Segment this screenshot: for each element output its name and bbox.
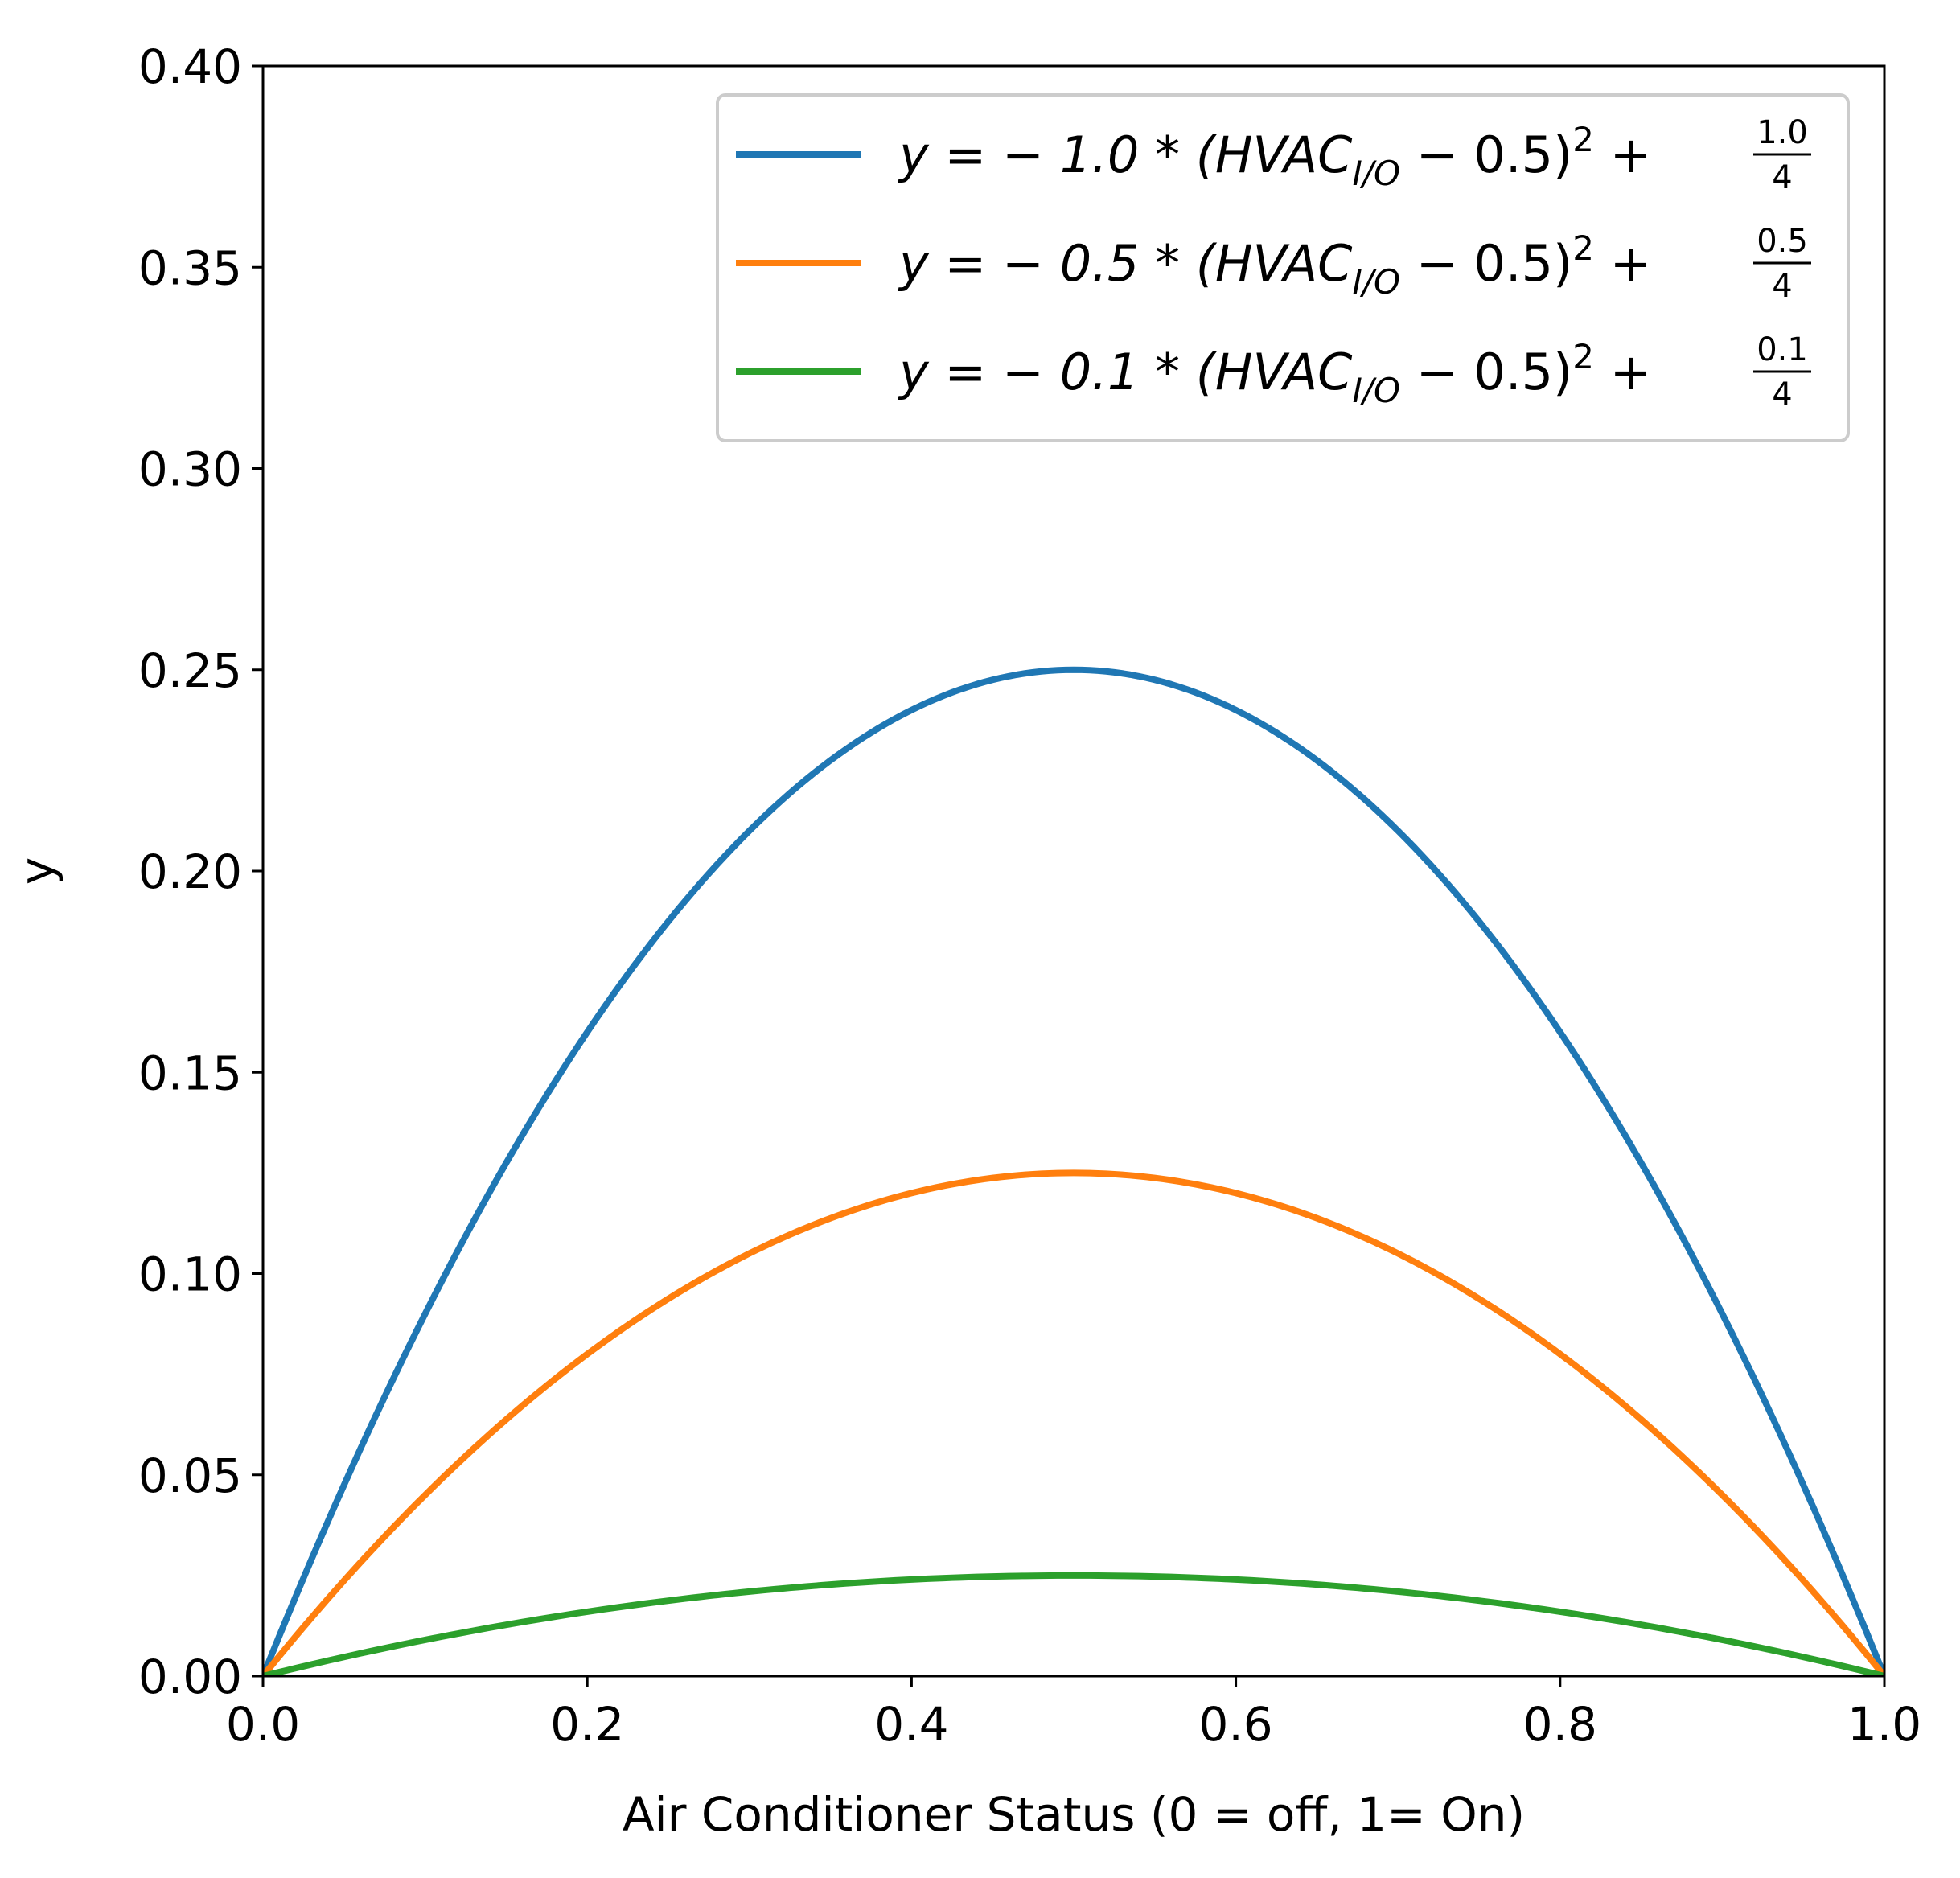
legend: y = − 1.0 * (HVACI/O − 0.5)2 +1.04y = − … bbox=[716, 93, 1850, 442]
x-tick-label: 0.4 bbox=[874, 1697, 948, 1752]
axes: 0.0 0.2 0.4 0.6 0.8 1.0 0.00 0.05 0.10 0.15 0.20 0.… bbox=[138, 39, 1921, 1752]
x-tick-label: 0.8 bbox=[1523, 1697, 1597, 1752]
y-tick-label: 0.00 bbox=[138, 1650, 242, 1704]
legend-box bbox=[716, 93, 1850, 442]
x-tick-label: 0.6 bbox=[1198, 1697, 1272, 1752]
y-tick-label: 0.30 bbox=[138, 442, 242, 497]
series-line-3 bbox=[263, 1572, 1884, 1676]
legend-label: y = − 0.5 * (HVACI/O − 0.5)2 + bbox=[898, 228, 1652, 302]
y-tick-label: 0.40 bbox=[138, 39, 242, 94]
x-tick-label: 0.2 bbox=[550, 1697, 624, 1752]
legend-fraction-denominator: 4 bbox=[1772, 268, 1792, 305]
x-tick-label: 0.0 bbox=[226, 1697, 300, 1752]
y-axis-label: y bbox=[10, 857, 64, 885]
y-tick-label: 0.10 bbox=[138, 1247, 242, 1302]
y-tick-label: 0.05 bbox=[138, 1449, 242, 1503]
legend-fraction-numerator: 0.5 bbox=[1757, 223, 1808, 260]
y-tick-label: 0.35 bbox=[138, 240, 242, 295]
y-tick-label: 0.15 bbox=[138, 1046, 242, 1100]
legend-entry-2: y = − 0.5 * (HVACI/O − 0.5)2 + 0.5 4 bbox=[736, 223, 1811, 305]
legend-entry-1: y = − 1.0 * (HVACI/O − 0.5)2 + 1.0 4 bbox=[736, 114, 1811, 196]
series-line-2 bbox=[263, 1169, 1884, 1676]
x-tick-label: 1.0 bbox=[1847, 1697, 1921, 1752]
legend-fraction-denominator: 4 bbox=[1772, 376, 1792, 413]
legend-label: y = − 1.0 * (HVACI/O − 0.5)2 + bbox=[898, 120, 1652, 193]
legend-fraction-numerator: 1.0 bbox=[1757, 114, 1808, 151]
legend-entry-3: y = − 0.1 * (HVACI/O − 0.5)2 + 0.1 4 bbox=[736, 331, 1811, 413]
series-line-1 bbox=[263, 666, 1884, 1676]
legend-fraction-denominator: 4 bbox=[1772, 159, 1792, 196]
legend-label: y = − 0.1 * (HVACI/O − 0.5)2 + bbox=[898, 337, 1652, 410]
y-tick-label: 0.20 bbox=[138, 844, 242, 899]
legend-fraction-numerator: 0.1 bbox=[1757, 331, 1808, 368]
y-tick-label: 0.25 bbox=[138, 643, 242, 698]
series-group bbox=[263, 666, 1884, 1676]
x-axis-label: Air Conditioner Status (0 = off, 1= On) bbox=[623, 1787, 1525, 1842]
